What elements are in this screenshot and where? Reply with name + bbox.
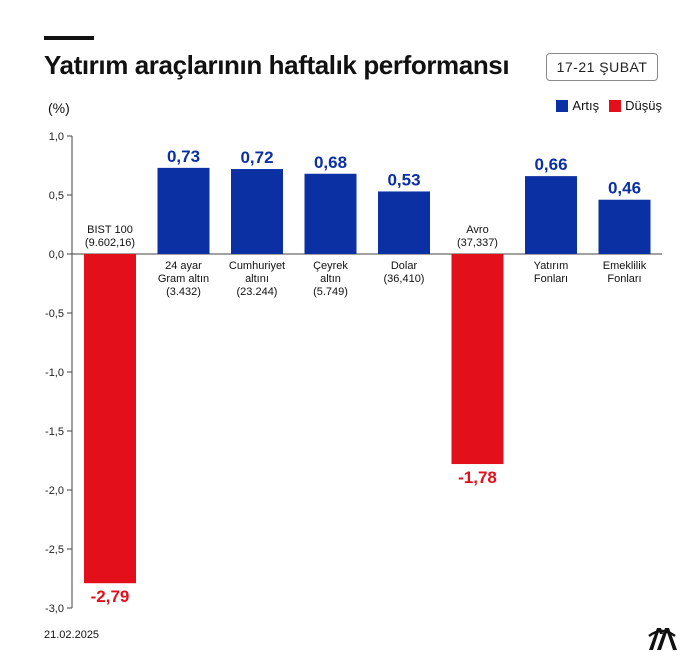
bar bbox=[451, 254, 504, 465]
bar-value-label: -2,79 bbox=[91, 587, 130, 606]
category-label: (9.602,16) bbox=[85, 237, 135, 249]
legend-label-decrease: Düşüş bbox=[625, 98, 662, 113]
bar bbox=[525, 176, 577, 254]
y-tick-label: -1,5 bbox=[45, 426, 64, 438]
aa-logo-icon bbox=[648, 628, 677, 650]
category-label: Yatırım bbox=[534, 260, 569, 272]
bar bbox=[84, 254, 136, 584]
category-label: Fonları bbox=[534, 273, 568, 285]
page-title: Yatırım araçlarının haftalık performansı bbox=[44, 50, 510, 80]
date-range-badge: 17-21 ŞUBAT bbox=[546, 53, 658, 81]
y-tick-label: 1,0 bbox=[49, 131, 64, 143]
category-label: Cumhuriyet bbox=[229, 260, 285, 272]
y-tick-label: -3,0 bbox=[45, 603, 64, 615]
bar bbox=[304, 173, 357, 254]
category-label: Fonları bbox=[607, 273, 641, 285]
y-tick-label: 0,0 bbox=[49, 249, 64, 261]
y-axis-unit-label: (%) bbox=[48, 100, 70, 116]
category-label: (3.432) bbox=[166, 286, 201, 298]
bar bbox=[598, 199, 651, 254]
category-label: altını bbox=[245, 273, 269, 285]
bar-value-label: 0,68 bbox=[314, 153, 347, 172]
category-label: Gram altın bbox=[158, 273, 209, 285]
legend-item-increase: Artış bbox=[556, 98, 599, 113]
bar-value-label: 0,53 bbox=[387, 170, 420, 189]
legend-swatch-decrease bbox=[609, 99, 622, 112]
legend-swatch-increase bbox=[556, 99, 569, 112]
category-label: Çeyrek bbox=[313, 260, 348, 272]
category-label: altın bbox=[320, 273, 341, 285]
y-tick-label: -1,0 bbox=[45, 367, 64, 379]
category-label: Dolar bbox=[391, 260, 418, 272]
y-tick-label: -2,0 bbox=[45, 485, 64, 497]
title-accent-rule bbox=[44, 36, 94, 40]
category-label: (23.244) bbox=[237, 286, 278, 298]
bar bbox=[378, 191, 430, 254]
bar-value-label: 0,73 bbox=[167, 147, 200, 166]
y-tick-label: -2,5 bbox=[45, 544, 64, 556]
chart-legend: Artış Düşüş bbox=[556, 98, 662, 113]
bar bbox=[157, 167, 210, 254]
legend-label-increase: Artış bbox=[572, 98, 600, 113]
bar-value-label: 0,66 bbox=[534, 155, 567, 174]
category-label: (37,337) bbox=[457, 237, 498, 249]
legend-item-decrease: Düşüş bbox=[609, 98, 662, 113]
category-label: (36,410) bbox=[384, 273, 425, 285]
category-label: (5.749) bbox=[313, 286, 348, 298]
bar-value-label: -1,78 bbox=[458, 468, 497, 487]
bar-value-label: 0,46 bbox=[608, 179, 641, 198]
y-tick-label: 0,5 bbox=[49, 190, 64, 202]
y-tick-label: -0,5 bbox=[45, 308, 64, 320]
category-label: Emeklilik bbox=[603, 260, 647, 272]
bar bbox=[231, 169, 283, 254]
category-label: BIST 100 bbox=[87, 224, 133, 236]
footer-date: 21.02.2025 bbox=[44, 629, 100, 641]
bar-value-label: 0,72 bbox=[240, 148, 273, 167]
category-label: Avro bbox=[466, 224, 488, 236]
category-label: 24 ayar bbox=[165, 260, 202, 272]
